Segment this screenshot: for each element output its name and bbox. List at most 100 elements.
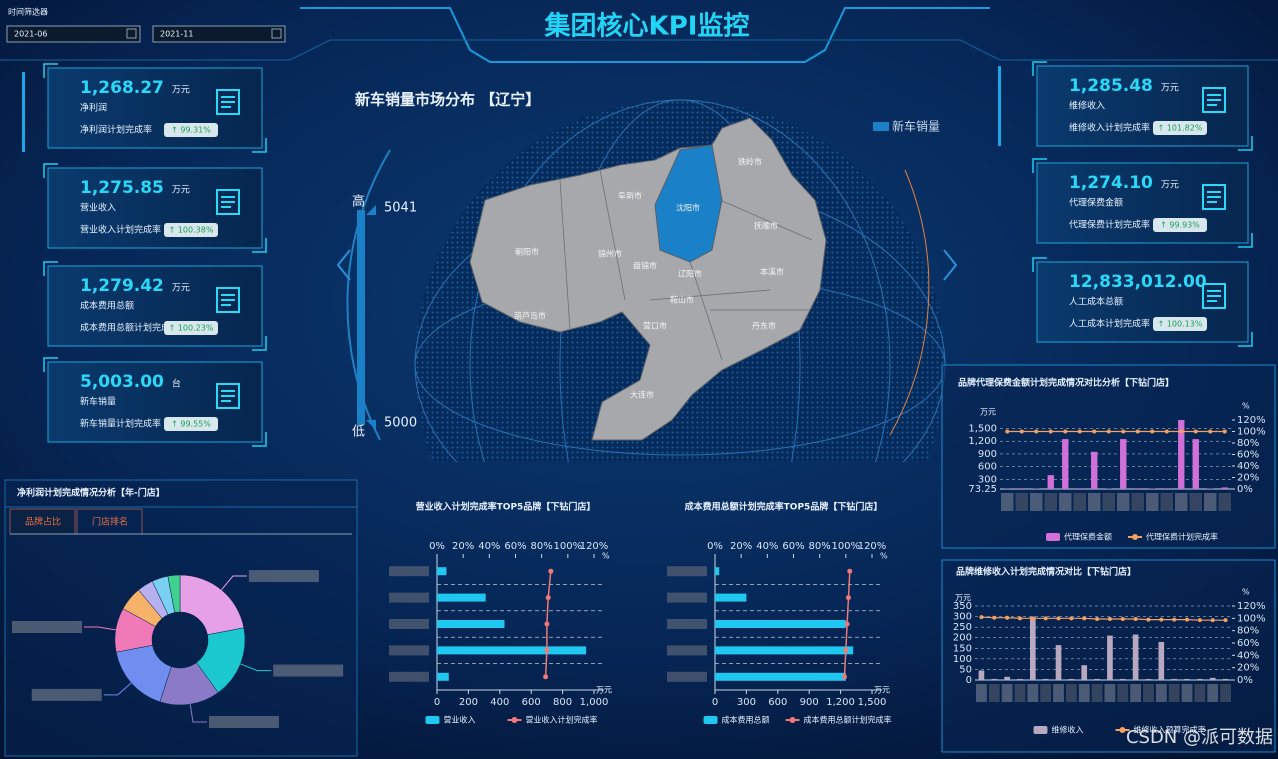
- blurred-category: [389, 566, 429, 577]
- x2-tick-label: 100%: [554, 541, 583, 552]
- bar[interactable]: [715, 646, 854, 655]
- blurred-category: [1078, 684, 1090, 702]
- bar[interactable]: [1081, 665, 1088, 680]
- legend-label: 维修收入预算完成率: [1134, 725, 1206, 735]
- bar[interactable]: [1145, 678, 1152, 680]
- bar[interactable]: [1076, 488, 1083, 489]
- bar[interactable]: [1222, 678, 1229, 680]
- bar[interactable]: [1134, 488, 1141, 489]
- bar[interactable]: [1178, 420, 1185, 489]
- x2-axis-unit: %: [880, 552, 888, 561]
- rate-dot: [1077, 429, 1082, 434]
- bar[interactable]: [1017, 678, 1023, 680]
- blurred-category: [1104, 684, 1116, 702]
- bar[interactable]: [1047, 475, 1054, 489]
- date-start[interactable]: 2021-06: [14, 30, 47, 39]
- kpi-corner: [43, 63, 267, 153]
- legend-label: 代理保费计划完成率: [1146, 532, 1218, 542]
- chart-title: 品牌维修收入计划完成情况对比【下钻门店】: [956, 566, 1136, 578]
- bar[interactable]: [715, 672, 846, 681]
- bar[interactable]: [1055, 645, 1062, 680]
- pie-slice[interactable]: [167, 574, 181, 613]
- bar[interactable]: [715, 567, 720, 576]
- bar[interactable]: [991, 678, 998, 680]
- blurred-category: [1088, 493, 1101, 511]
- bar[interactable]: [1107, 635, 1113, 680]
- x2-tick-label: 40%: [756, 541, 778, 552]
- bar[interactable]: [437, 646, 587, 655]
- bar[interactable]: [1197, 678, 1203, 680]
- legend-label: 营业收入: [444, 715, 476, 725]
- map-province[interactable]: [469, 117, 827, 441]
- blurred-category: [1117, 493, 1130, 511]
- kpi-label: 维修收入: [1069, 100, 1105, 112]
- calendar-icon[interactable]: [126, 28, 137, 39]
- kpi-rate-label: 维修收入计划完成率: [1069, 122, 1150, 134]
- bar[interactable]: [1094, 678, 1100, 680]
- rate-dot: [1159, 617, 1164, 622]
- kpi-label: 人工成本总额: [1069, 296, 1123, 308]
- y2-tick-label: 0%: [1237, 484, 1253, 495]
- bar[interactable]: [1221, 487, 1228, 489]
- bar[interactable]: [437, 620, 505, 628]
- legend-label: 维修收入: [1052, 725, 1084, 735]
- kpi-rate-label: 成本费用总额计划完成率: [80, 322, 179, 334]
- legend-swatch: [1033, 726, 1048, 734]
- globe-arc: [889, 169, 930, 436]
- bar[interactable]: [1119, 678, 1126, 680]
- map-shenyang[interactable]: [654, 144, 723, 263]
- y-tick-label: 1,200: [968, 436, 997, 447]
- bar[interactable]: [1120, 439, 1127, 489]
- bar[interactable]: [1068, 678, 1075, 680]
- rate-dot: [1146, 617, 1151, 622]
- bar[interactable]: [1163, 488, 1170, 489]
- kpi-value: 1,275.85: [80, 178, 164, 198]
- rate-dot: [1133, 616, 1138, 621]
- bar[interactable]: [715, 620, 846, 628]
- x2-tick-label: 0%: [429, 541, 445, 552]
- kpi-rate-badge: [1153, 218, 1207, 232]
- bar[interactable]: [1091, 451, 1098, 489]
- bar[interactable]: [1171, 678, 1178, 680]
- y-tick-label: 200: [953, 633, 972, 644]
- arrow-right[interactable]: [943, 249, 958, 281]
- pie-slice[interactable]: [179, 574, 245, 636]
- blurred-category: [1001, 493, 1014, 511]
- calendar-icon[interactable]: [271, 28, 282, 39]
- date-input[interactable]: [6, 25, 141, 43]
- kpi-corner: [43, 261, 267, 351]
- bar[interactable]: [1192, 439, 1199, 489]
- bar[interactable]: [978, 670, 985, 680]
- bar[interactable]: [1132, 634, 1139, 680]
- bar[interactable]: [1042, 678, 1049, 680]
- bar[interactable]: [1184, 678, 1190, 680]
- bar[interactable]: [1018, 488, 1025, 489]
- bar[interactable]: [715, 593, 747, 602]
- blurred-category: [1131, 493, 1144, 511]
- bar[interactable]: [1062, 439, 1069, 489]
- blurred-category: [1027, 684, 1039, 702]
- bar[interactable]: [437, 567, 447, 576]
- bar[interactable]: [437, 593, 486, 602]
- rate-dot: [1172, 617, 1177, 622]
- rate-dot: [1092, 429, 1097, 434]
- date-input[interactable]: [152, 25, 286, 43]
- blurred-category: [389, 671, 429, 682]
- date-end[interactable]: 2021-11: [160, 30, 193, 39]
- scale-max: 5041: [384, 201, 417, 216]
- bar[interactable]: [1029, 616, 1036, 680]
- x2-tick-label: 0%: [707, 541, 723, 552]
- rate-dot: [1017, 616, 1022, 621]
- bar[interactable]: [1209, 677, 1216, 680]
- scale-bar: [357, 210, 365, 425]
- blurred-category: [1001, 684, 1013, 702]
- x-tick-label: 600: [522, 697, 541, 708]
- bar[interactable]: [1158, 641, 1165, 680]
- rate-dot: [1185, 617, 1190, 622]
- blurred-category: [1160, 493, 1173, 511]
- arrow-left[interactable]: [336, 249, 351, 281]
- tab-label[interactable]: 品牌占比: [25, 516, 61, 528]
- tab-label[interactable]: 门店排名: [92, 516, 128, 528]
- bar[interactable]: [1004, 676, 1010, 680]
- bar[interactable]: [437, 672, 449, 681]
